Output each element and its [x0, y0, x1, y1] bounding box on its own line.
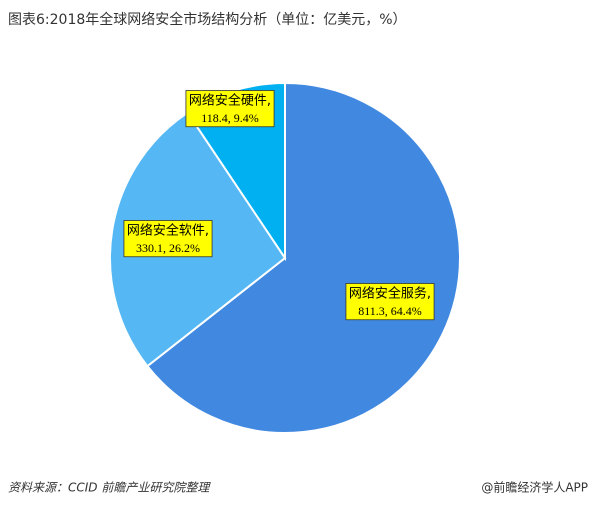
label-category: 网络安全服务, [349, 286, 431, 302]
data-label: 网络安全硬件, 118.4, 9.4% [185, 90, 275, 128]
label-box [345, 283, 435, 321]
data-label: 网络安全软件, 330.1, 26.2% [123, 220, 213, 258]
pie-slice [146, 81, 461, 434]
label-value: 811.3, 64.4% [358, 304, 422, 318]
pie [109, 81, 461, 434]
labels: 网络安全服务,811.3, 64.4%网络安全软件,330.1, 26.2%网络… [123, 90, 435, 321]
label-value: 330.1, 26.2% [136, 241, 200, 255]
label-category: 网络安全软件, [127, 223, 209, 239]
label-value: 118.4, 9.4% [201, 111, 259, 125]
chart-title: 图表6:2018年全球网络安全市场结构分析（单位：亿美元，%） [8, 11, 407, 28]
label-box [123, 220, 213, 258]
credit: @前瞻经济学人APP [481, 480, 588, 495]
data-label: 网络安全服务, 811.3, 64.4% [345, 283, 435, 321]
source-note: 资料来源：CCID 前瞻产业研究院整理 [8, 481, 211, 495]
label-box [185, 90, 275, 128]
label-category: 网络安全硬件, [189, 93, 271, 109]
